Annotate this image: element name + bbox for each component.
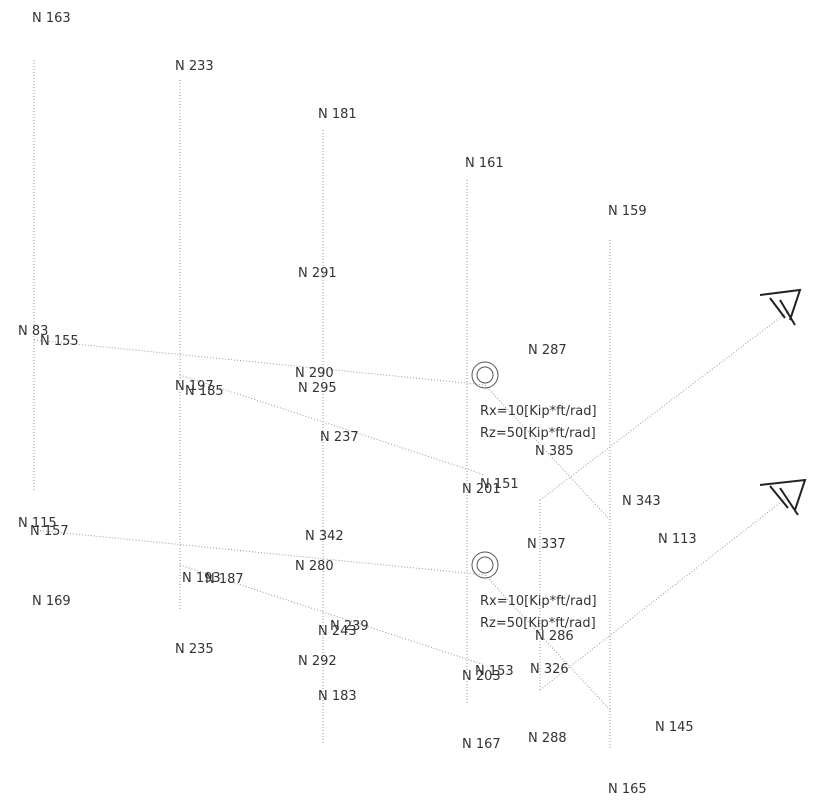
model-view: N 163N 233N 181N 161N 159N 291N 83N 155N… <box>0 0 821 803</box>
node-label: N 163 <box>32 11 71 26</box>
member <box>34 340 485 385</box>
node-label: N 181 <box>318 107 357 122</box>
spring-label: Rz=50[Kip*ft/rad] <box>480 426 596 441</box>
node-label: N 155 <box>40 334 79 349</box>
support-icon <box>760 480 805 515</box>
node-label: N 237 <box>320 430 359 445</box>
node-label: N 343 <box>622 494 661 509</box>
node-label: N 337 <box>527 537 566 552</box>
node-label: N 280 <box>295 559 334 574</box>
node-label: N 235 <box>175 642 214 657</box>
support-icon <box>760 290 800 325</box>
node-label: N 165 <box>608 782 647 797</box>
node-label: N 385 <box>535 444 574 459</box>
node-label: N 193 <box>182 571 221 586</box>
node-label: N 145 <box>655 720 694 735</box>
node-label: N 342 <box>305 529 344 544</box>
spring-label: Rz=50[Kip*ft/rad] <box>480 616 596 631</box>
node-label: N 159 <box>608 204 647 219</box>
members <box>34 60 790 750</box>
node-label: N 169 <box>32 594 71 609</box>
node-label: N 288 <box>528 731 567 746</box>
node-label: N 292 <box>298 654 337 669</box>
node-label: N 233 <box>175 59 214 74</box>
node-label: N 197 <box>175 379 214 394</box>
member <box>540 495 790 690</box>
member <box>34 530 485 575</box>
spring <box>472 362 498 388</box>
node-label: N 157 <box>30 524 69 539</box>
node-label: N 201 <box>462 482 501 497</box>
node-label: N 286 <box>535 629 574 644</box>
node-label: N 291 <box>298 266 337 281</box>
spring <box>477 367 493 383</box>
node-label: N 183 <box>318 689 357 704</box>
node-label: N 167 <box>462 737 501 752</box>
node-label: N 290 <box>295 366 334 381</box>
node-label: N 113 <box>658 532 697 547</box>
node-label: N 326 <box>530 662 569 677</box>
spring <box>477 557 493 573</box>
node-label: N 161 <box>465 156 504 171</box>
node-label: N 295 <box>298 381 337 396</box>
spring-label: Rx=10[Kip*ft/rad] <box>480 594 597 609</box>
node-label: N 203 <box>462 669 501 684</box>
node-label: N 243 <box>318 624 357 639</box>
spring <box>472 552 498 578</box>
node-label: N 287 <box>528 343 567 358</box>
spring-label: Rx=10[Kip*ft/rad] <box>480 404 597 419</box>
